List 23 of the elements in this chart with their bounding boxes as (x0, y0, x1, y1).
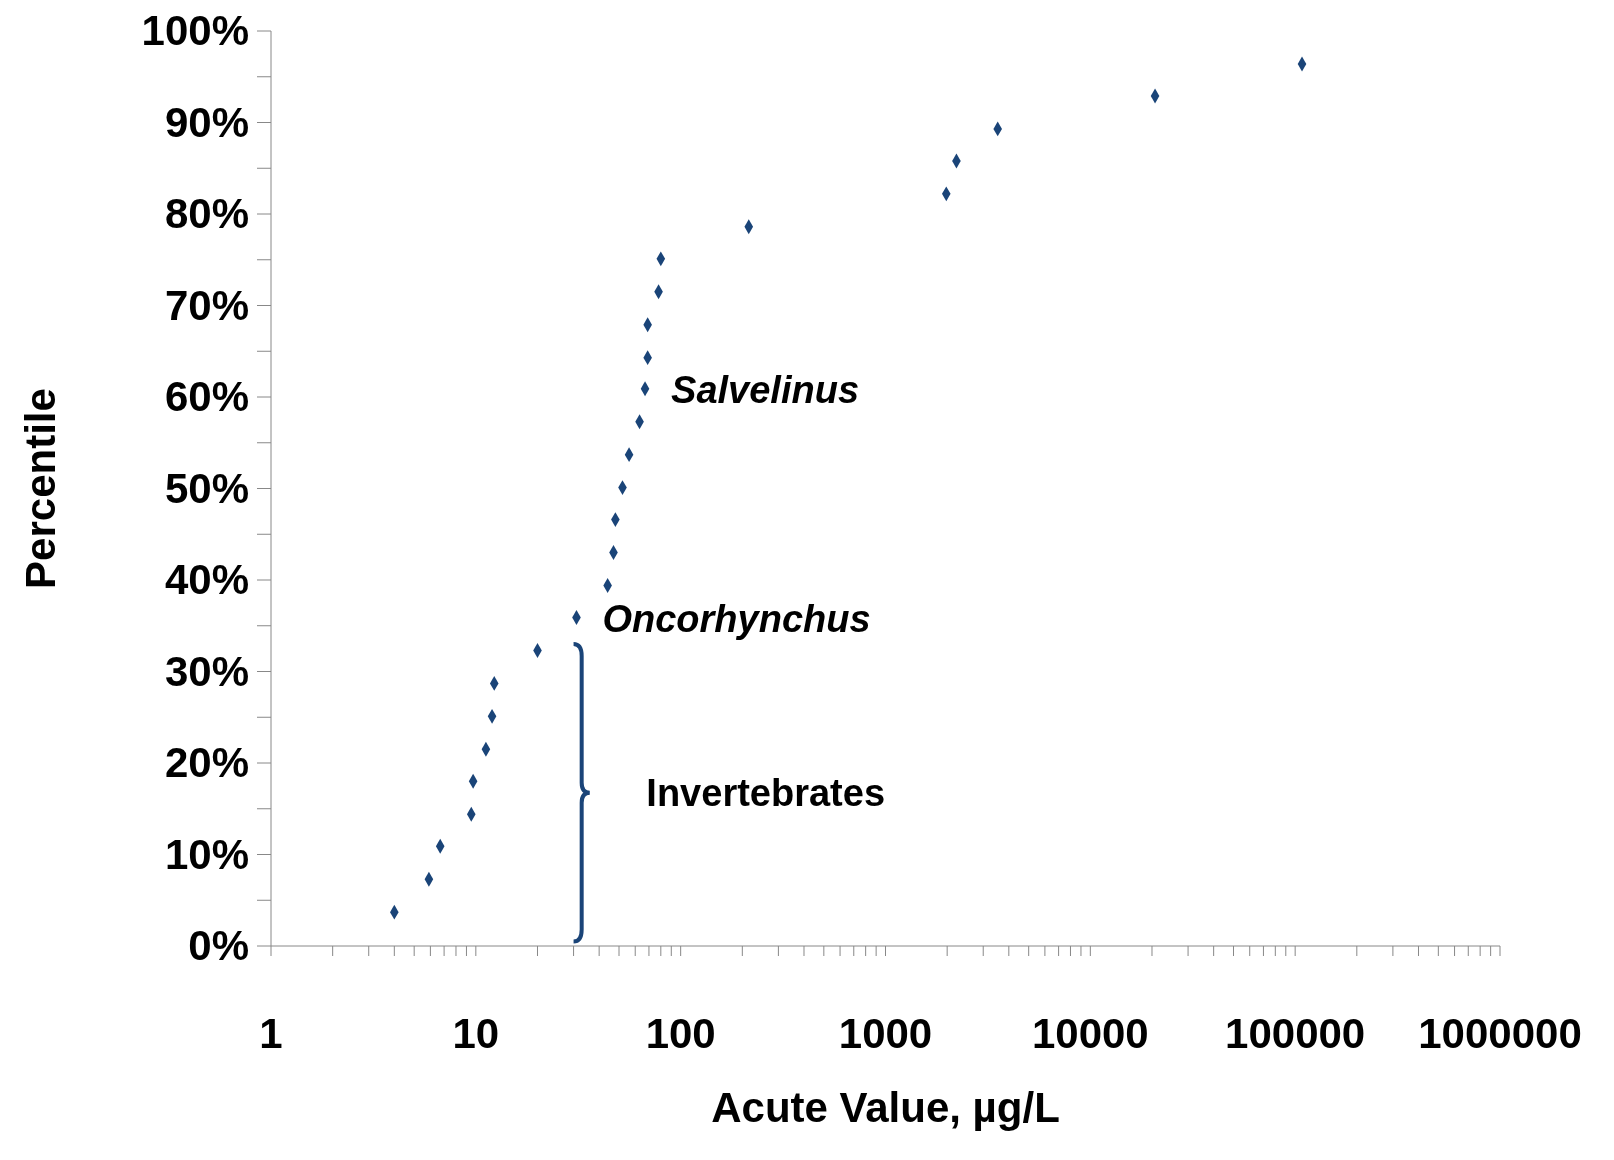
y-tick-label: 10% (164, 830, 249, 878)
y-tick-label: 90% (164, 98, 249, 146)
x-tick-label: 10 (452, 1010, 500, 1057)
y-tick-label: 60% (164, 373, 249, 420)
y-tick-label: 80% (164, 190, 249, 237)
y-tick-label: 50% (164, 464, 249, 512)
x-tick-label: 100 (645, 1010, 716, 1057)
annotation: Invertebrates (646, 772, 886, 815)
x-tick-label: 1000 (838, 1010, 933, 1057)
y-tick-label: 70% (164, 281, 249, 329)
x-tick-label: 100000 (1225, 1010, 1366, 1057)
y-tick-label: 40% (164, 556, 249, 603)
y-axis-title: Percentile (16, 388, 64, 589)
x-tick-label: 1000000 (1418, 1010, 1582, 1057)
x-tick-label: 1 (259, 1010, 283, 1057)
y-tick-label: 30% (164, 647, 249, 695)
y-tick-label: 0% (188, 922, 249, 969)
y-tick-label: 20% (164, 739, 249, 786)
x-axis-title: Acute Value, µg/L (711, 1084, 1060, 1131)
y-tick-label: 100% (141, 7, 249, 54)
x-tick-label: 10000 (1031, 1010, 1149, 1057)
annotation: Oncorhynchus (602, 597, 871, 640)
annotation: Salvelinus (671, 368, 860, 411)
